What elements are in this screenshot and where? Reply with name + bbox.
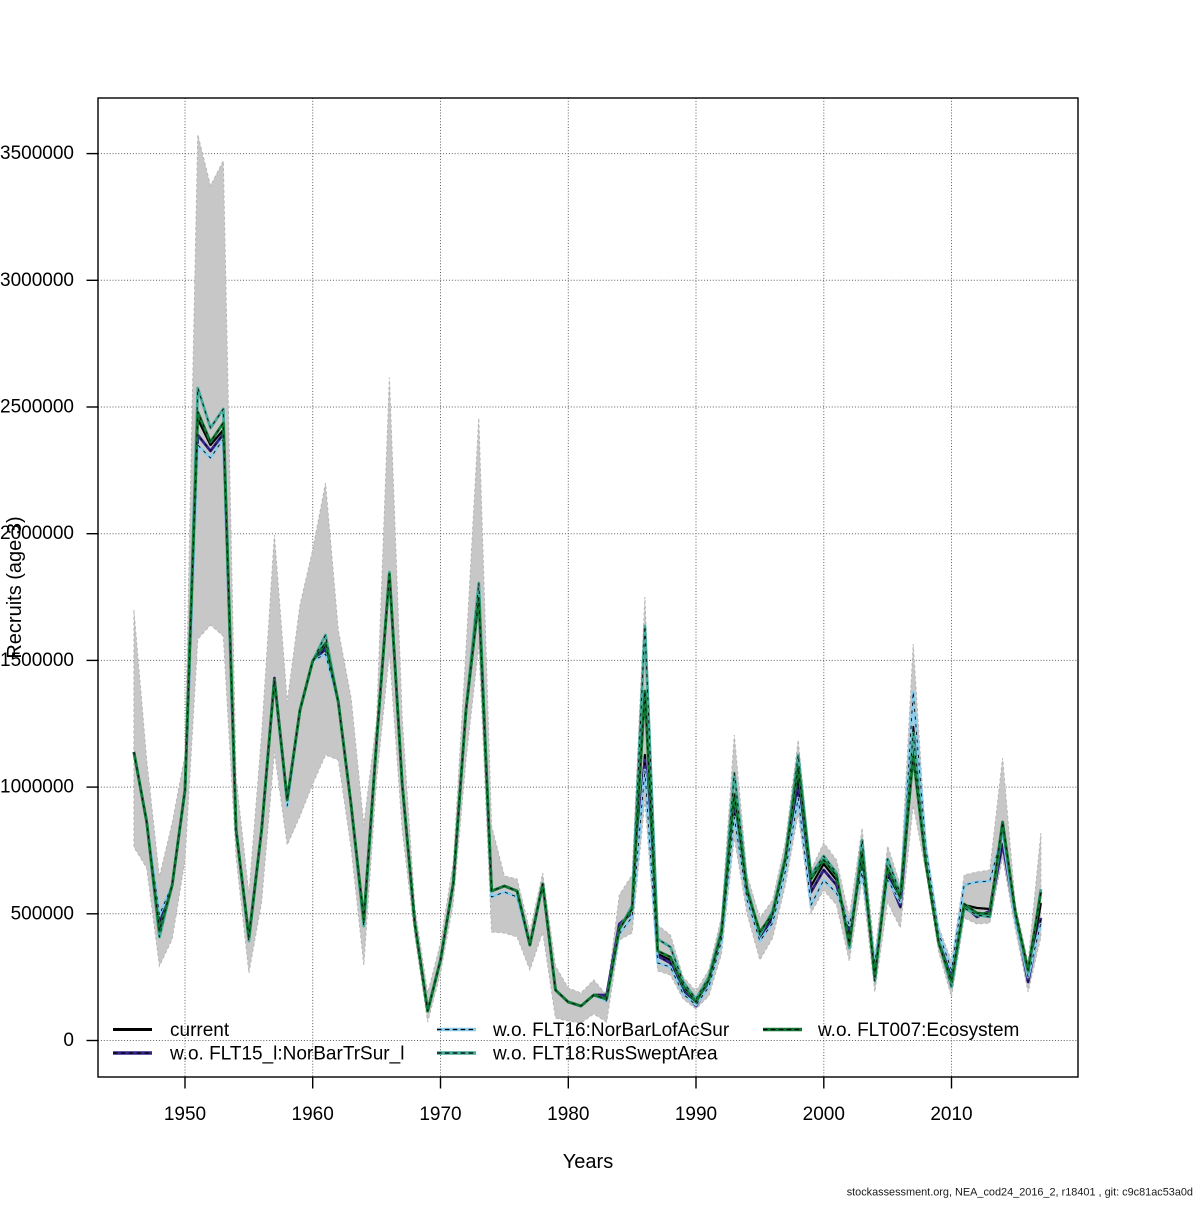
svg-text:3000000: 3000000 xyxy=(0,270,74,291)
svg-text:1980: 1980 xyxy=(547,1104,589,1125)
svg-text:Recruits (age 3): Recruits (age 3) xyxy=(4,516,26,658)
svg-text:1990: 1990 xyxy=(675,1104,717,1125)
svg-text:stockassessment.org, NEA_cod24: stockassessment.org, NEA_cod24_2016_2, r… xyxy=(847,1187,1193,1199)
svg-text:2000: 2000 xyxy=(803,1104,845,1125)
svg-text:2500000: 2500000 xyxy=(0,397,74,418)
svg-text:500000: 500000 xyxy=(11,903,74,924)
svg-text:0: 0 xyxy=(63,1030,74,1051)
svg-text:2000000: 2000000 xyxy=(0,523,74,544)
svg-text:w.o. FLT007:Ecosystem: w.o. FLT007:Ecosystem xyxy=(817,1020,1019,1041)
svg-text:1000000: 1000000 xyxy=(0,777,74,798)
svg-text:1950: 1950 xyxy=(164,1104,206,1125)
svg-text:w.o. FLT18:RusSweptArea: w.o. FLT18:RusSweptArea xyxy=(492,1044,718,1065)
svg-text:1960: 1960 xyxy=(292,1104,334,1125)
svg-text:1500000: 1500000 xyxy=(0,650,74,671)
svg-text:1970: 1970 xyxy=(419,1104,461,1125)
svg-text:w.o. FLT15_l:NorBarTrSur_l: w.o. FLT15_l:NorBarTrSur_l xyxy=(169,1044,404,1065)
svg-text:w.o. FLT16:NorBarLofAcSur: w.o. FLT16:NorBarLofAcSur xyxy=(492,1020,730,1041)
svg-text:2010: 2010 xyxy=(930,1104,972,1125)
svg-text:Years: Years xyxy=(563,1151,613,1173)
svg-text:3500000: 3500000 xyxy=(0,143,74,164)
svg-text:current: current xyxy=(170,1020,230,1041)
